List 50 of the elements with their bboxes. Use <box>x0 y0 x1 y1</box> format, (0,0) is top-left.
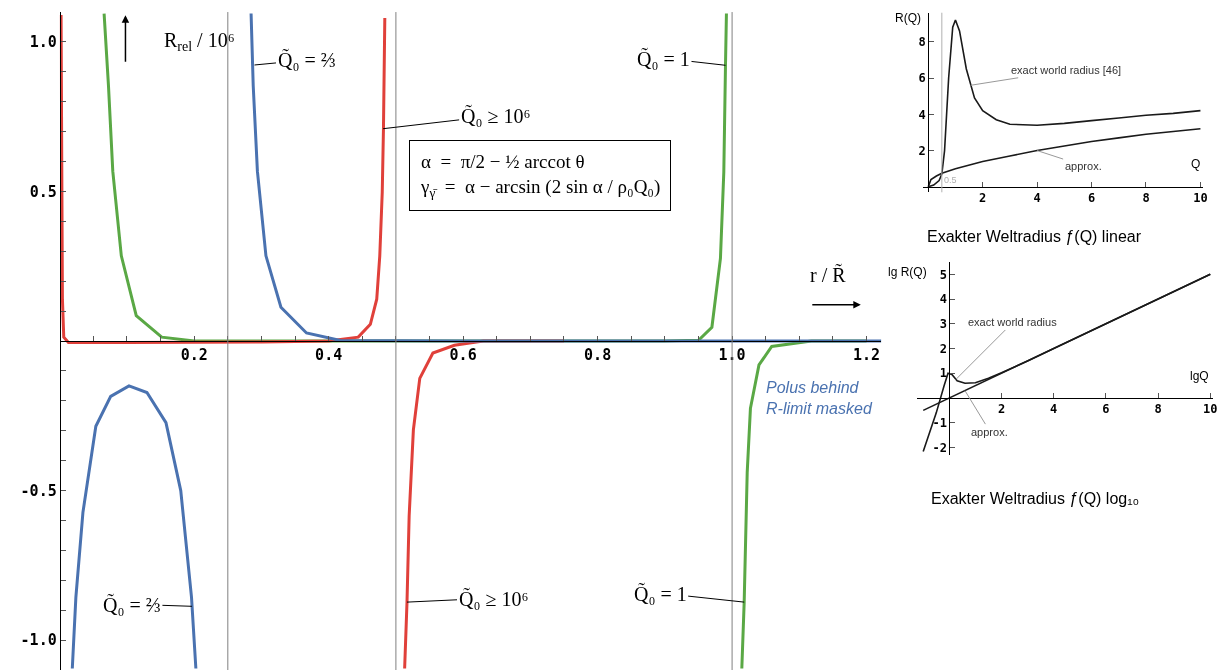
annotation: approx. <box>1065 160 1102 172</box>
y-tick-label: -1.0 <box>20 631 57 650</box>
annotation: Q̃₀ ≥ 10⁶ <box>461 104 531 128</box>
y-tick-label: 8 <box>918 34 926 49</box>
y-tick-label: 1.0 <box>29 33 57 52</box>
x-tick-label: 6 <box>1087 191 1096 206</box>
annotation: α = π/2 − ½ arccot θ γ$_{γ̄}$ = α − arcsin (2 sin α / ρ₀Q₀) <box>420 151 661 200</box>
x-tick-label: 4 <box>1033 191 1041 206</box>
annotation: exact world radius <box>968 316 1058 328</box>
y-tick-label: 0.5 <box>29 182 57 201</box>
x-tick-label: 2 <box>979 191 987 206</box>
text: Exakter Weltradius ƒ(Q) linear <box>927 228 1142 245</box>
y-tick-label: 6 <box>918 71 926 86</box>
x-axis-title: r / R̃ <box>810 263 847 286</box>
annotation: Q̃₀ = 1 <box>634 582 687 606</box>
x-tick-label: 10 <box>1203 402 1218 417</box>
y-tick-label: 1 <box>939 366 947 381</box>
x-axis-title: Q <box>1191 157 1201 171</box>
annotation: approx. <box>971 426 1008 438</box>
annotation: Q̃₀ = 1 <box>637 47 690 71</box>
annotation: exact world radius [46] <box>1011 64 1122 76</box>
x-tick-label: 1.0 <box>718 346 746 365</box>
annotation: Q̃₀ ≥ 10⁶ <box>459 587 529 611</box>
x-tick-label: 8 <box>1142 191 1150 206</box>
y-tick-label: -2 <box>932 440 947 455</box>
x-tick-label: 6 <box>1102 402 1110 417</box>
x-tick-label: 10 <box>1193 191 1208 206</box>
y-tick-label: 3 <box>939 317 947 332</box>
y-axis-title: R(Q) <box>895 11 921 25</box>
y-tick-label: 4 <box>939 292 947 307</box>
x-tick-label: 0.6 <box>449 346 477 365</box>
x-tick-label: 0.4 <box>315 346 343 365</box>
x-tick-label: 1.2 <box>852 346 881 365</box>
y-tick-label: 2 <box>918 143 926 158</box>
y-tick-label: -1 <box>932 415 947 430</box>
x-tick-label: 0.8 <box>584 346 612 365</box>
x-tick-label: 4 <box>1050 402 1058 417</box>
x-tick-label: 2 <box>997 402 1006 417</box>
x-axis-title: lgQ <box>1190 369 1209 383</box>
y-tick-label: 4 <box>918 107 926 122</box>
y-tick-label: 5 <box>939 267 947 282</box>
annotation: Q̃₀ = ⅔ <box>278 48 336 72</box>
y-axis-title: lg R(Q) <box>888 265 927 279</box>
annotation: Polus behind R-limit masked <box>766 379 873 417</box>
x-tick-label: 0.2 <box>180 346 208 365</box>
x-tick-label: 8 <box>1154 402 1162 417</box>
text: Exakter Weltradius ƒ(Q) log₁₀ <box>931 490 1140 507</box>
annotation: Q̃₀ = ⅔ <box>103 593 161 617</box>
y-tick-label: -0.5 <box>20 481 57 500</box>
y-axis-title: R$_{rel}$ / 10⁶ <box>164 29 235 55</box>
